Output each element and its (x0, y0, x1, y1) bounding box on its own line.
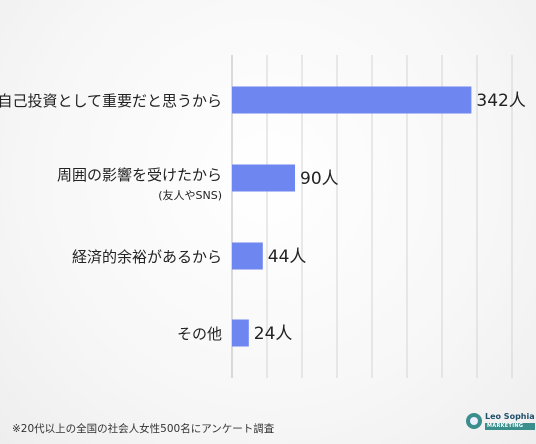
category-label: 経済的余裕があるから (72, 248, 222, 266)
bar (232, 164, 295, 192)
logo-sub: MARKETING (485, 422, 535, 430)
bar (232, 242, 263, 270)
logo-text: Leo Sophia MARKETING (485, 411, 535, 430)
value-label: 44人 (268, 247, 307, 267)
category-label: 周囲の影響を受けたから (57, 166, 222, 184)
category-label: 自己投資として重要だと思うから (0, 92, 222, 110)
bars-group (232, 86, 472, 347)
leo-sophia-logo-icon (466, 413, 482, 429)
footnote: ※20代以上の全国の社会人女性500名にアンケート調査 (12, 423, 275, 435)
brand-logo: Leo Sophia MARKETING (466, 410, 535, 432)
value-label: 24人 (254, 324, 293, 344)
category-sublabel: (友人やSNS) (158, 188, 222, 202)
bar (232, 86, 472, 114)
logo-name: Leo Sophia (485, 411, 535, 421)
value-label: 90人 (300, 169, 339, 189)
bar (232, 319, 249, 347)
labels-group: 342人 自己投資として重要だと思うから 90人 周囲の影響を受けたから (友人やSNS… (0, 91, 526, 344)
value-label: 342人 (476, 91, 525, 111)
category-label: その他 (177, 325, 222, 343)
